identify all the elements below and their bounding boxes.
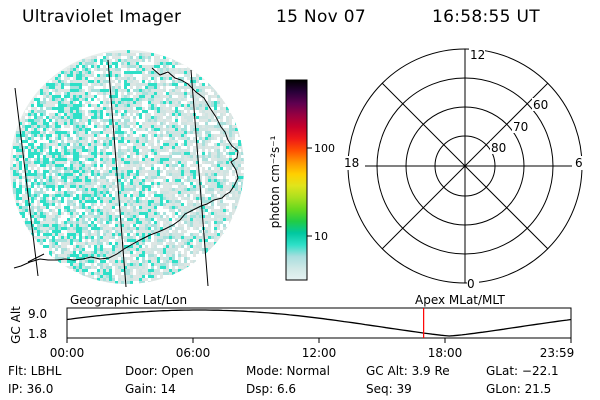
mlt-label-18: 18 <box>344 156 359 170</box>
orbit-right-title: Apex MLat/MLT <box>415 293 505 307</box>
orbit-xtick-label: 00:00 <box>50 346 85 360</box>
orbit-xtick-label: 18:00 <box>428 346 463 360</box>
polar-labels: 12 18 6 0 60 70 80 <box>343 48 586 291</box>
orbit-panel: Geographic Lat/Lon Apex MLat/MLT GC Alt … <box>9 293 574 360</box>
colorbar-tick-10: 10 <box>314 230 328 243</box>
orbit-xtick-label: 12:00 <box>302 346 337 360</box>
polar-diagonal <box>381 82 549 250</box>
orbit-frame <box>66 307 572 339</box>
altitude-curve <box>66 309 572 337</box>
mlt-label-6: 6 <box>575 156 583 170</box>
orbit-xtick-label: 06:00 <box>176 346 211 360</box>
colorbar-tick-100: 100 <box>314 142 335 155</box>
lat-label-70: 70 <box>513 120 528 134</box>
dsp-info: Dsp: 6.6 <box>246 382 297 396</box>
orbit-ymax: 9.0 <box>28 307 47 321</box>
meridian-line <box>190 69 209 287</box>
glon-info: GLon: 21.5 <box>486 382 552 396</box>
door-info: Door: Open <box>125 364 194 378</box>
colorbar-gradient <box>285 79 308 281</box>
orbit-left-title: Geographic Lat/Lon <box>70 293 187 307</box>
seq-info: Seq: 39 <box>366 382 412 396</box>
colorbar: 100 10 photon cm⁻²s⁻¹ <box>268 79 335 281</box>
gain-info: Gain: 14 <box>125 382 176 396</box>
mlt-label-0: 0 <box>467 277 475 291</box>
mode-info: Mode: Normal <box>246 364 330 378</box>
coastline <box>13 67 239 269</box>
orbit-xtick-label: 23:59 <box>540 346 575 360</box>
time-label: 16:58:55 UT <box>432 7 540 27</box>
orbit-xaxis: 00:00 06:00 12:00 18:00 23:59 <box>50 338 575 360</box>
mlt-label-12: 12 <box>470 48 485 62</box>
orbit-ylabel: GC Alt <box>9 306 23 344</box>
glat-info: GLat: −22.1 <box>486 364 559 378</box>
filter-info: Flt: LBHL <box>8 364 62 378</box>
date-label: 15 Nov 07 <box>276 7 366 27</box>
instrument-title: Ultraviolet Imager <box>22 7 182 27</box>
tick-mark <box>27 253 45 263</box>
meridian-line <box>14 87 39 277</box>
polar-mlt-plot <box>347 48 583 284</box>
lat-label-60: 60 <box>533 98 548 112</box>
gc-alt-info: GC Alt: 3.9 Re <box>366 364 450 378</box>
lat-label-80: 80 <box>491 141 506 155</box>
auroral-intensity-speckle <box>10 50 244 284</box>
colorbar-units-label: photon cm⁻²s⁻¹ <box>268 135 282 228</box>
earth-image <box>10 50 244 288</box>
ip-info: IP: 36.0 <box>8 382 54 396</box>
orbit-ymin: 1.8 <box>28 327 47 341</box>
